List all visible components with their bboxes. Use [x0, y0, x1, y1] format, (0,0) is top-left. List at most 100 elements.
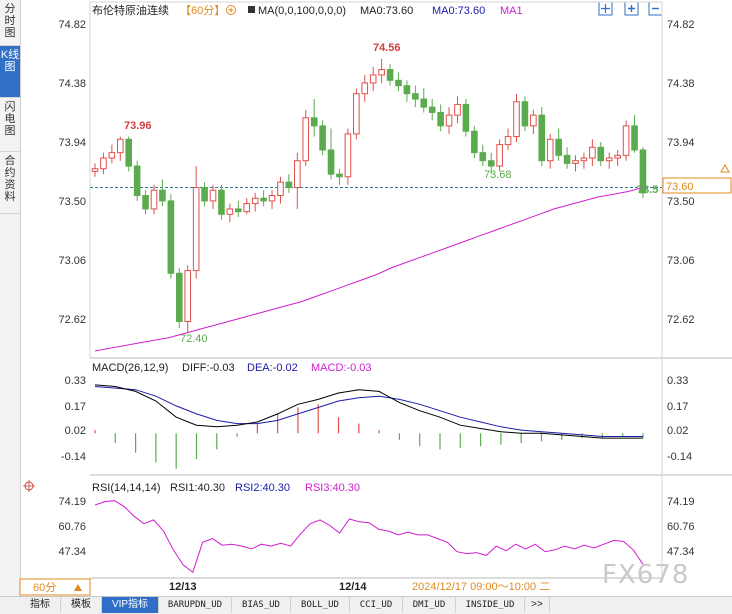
- macd-diff-label: DIFF:-0.03: [182, 362, 235, 374]
- ref-mid-label: 73.68: [484, 169, 512, 181]
- time-label-1214: 12/14: [339, 581, 367, 593]
- tab-contract-info[interactable]: 合约资料: [0, 152, 20, 214]
- expand-icon[interactable]: [226, 5, 236, 15]
- candle-body: [412, 93, 419, 100]
- target-icon[interactable]: [23, 480, 35, 492]
- candle-body: [639, 149, 647, 194]
- candle-body: [176, 272, 183, 323]
- period-selector[interactable]: 60分: [19, 578, 91, 596]
- macd-tick-right-2: 0.02: [667, 425, 688, 437]
- macd-title: MACD(26,12,9): [92, 362, 168, 374]
- candle-body: [108, 152, 116, 159]
- candle-body: [437, 111, 444, 127]
- candle-body: [462, 103, 470, 132]
- tab-vip-label: VIP指标: [111, 599, 149, 610]
- candle-body: [572, 160, 579, 164]
- period-selector-text: 60分: [33, 581, 56, 594]
- price-tick-left-5: 72.62: [58, 314, 86, 326]
- tab-cci-label: CCI_UD: [359, 600, 393, 610]
- tab-inside-label: INSIDE_UD: [465, 600, 515, 610]
- tab-indicator[interactable]: 指标: [20, 597, 61, 613]
- tab-flash[interactable]: 闪电图: [0, 98, 20, 152]
- macd-diff-line: [94, 384, 643, 439]
- tab-bias[interactable]: BIAS_UD: [232, 597, 291, 613]
- tab-bias-label: BIAS_UD: [242, 600, 280, 610]
- ma1-line: [94, 187, 644, 352]
- candle-body: [546, 138, 554, 162]
- macd-dea-label: DEA:-0.02: [247, 362, 298, 374]
- period-label: 【60分】: [180, 4, 225, 17]
- candle-body: [580, 157, 588, 162]
- move-icon[interactable]: [598, 1, 613, 16]
- rsi-tick-left-0: 74.19: [58, 496, 86, 508]
- price-tick-right-5: 72.62: [667, 314, 695, 326]
- tab-dmi-label: DMI_UD: [412, 600, 446, 610]
- crosshair-time: 2024/12/17 09:00～10:00 二: [412, 581, 550, 593]
- warning-icon[interactable]: [720, 163, 730, 173]
- time-label-1213: 12/13: [169, 581, 197, 593]
- tab-template[interactable]: 模板: [61, 597, 102, 613]
- high-label: 74.56: [373, 42, 401, 54]
- candle-body: [125, 138, 133, 167]
- candle-body: [302, 117, 310, 162]
- candle-body: [142, 195, 149, 210]
- ma0-value-a: MA0:73.60: [360, 5, 413, 17]
- candle-body: [395, 79, 402, 87]
- tab-timeshare[interactable]: 分时图: [0, 0, 20, 46]
- candle-body: [563, 154, 571, 164]
- macd-dea-line: [94, 386, 643, 437]
- candle-body: [243, 203, 251, 213]
- tab-kline[interactable]: K线图: [0, 46, 20, 98]
- candle-body: [310, 117, 318, 127]
- candle-body: [479, 152, 487, 162]
- rsi-line: [94, 500, 644, 574]
- zoom-out-icon[interactable]: [648, 1, 663, 16]
- candle-body: [336, 173, 343, 178]
- candle-body: [201, 187, 208, 202]
- candle-body: [378, 69, 385, 76]
- macd-tick-right-3: -0.14: [667, 451, 692, 463]
- macd-tick-right-0: 0.33: [667, 375, 688, 387]
- candle-body: [344, 133, 352, 178]
- macd-tick-left-3: -0.14: [61, 451, 86, 463]
- price-tick-right-0: 74.82: [667, 19, 695, 31]
- candle-body: [353, 93, 360, 135]
- tab-inside[interactable]: INSIDE_UD: [456, 597, 525, 613]
- candle-body: [496, 144, 503, 167]
- candle-body: [184, 270, 192, 322]
- tab-vip-indicator[interactable]: VIP指标: [102, 597, 159, 613]
- candle-body: [471, 130, 478, 154]
- candle-body: [235, 208, 242, 213]
- price-tick-left-3: 73.50: [58, 196, 86, 208]
- candle-body: [327, 149, 335, 175]
- tab-more[interactable]: >>: [525, 597, 550, 613]
- tab-boll-label: BOLL_UD: [301, 600, 339, 610]
- candle-body: [521, 101, 529, 127]
- rsi2-label: RSI2:40.30: [235, 482, 290, 494]
- candle-body: [319, 125, 326, 151]
- zoom-in-icon[interactable]: [624, 1, 639, 16]
- rsi3-label: RSI3:40.30: [305, 482, 360, 494]
- tab-boll[interactable]: BOLL_UD: [291, 597, 350, 613]
- price-tick-left-1: 74.38: [58, 78, 86, 90]
- candle-body: [597, 146, 605, 162]
- candle-body: [386, 69, 394, 81]
- tab-dmi[interactable]: DMI_UD: [403, 597, 456, 613]
- tab-barupdn[interactable]: BARUPDN_UD: [159, 597, 232, 613]
- candle-body: [487, 160, 495, 167]
- tab-cci[interactable]: CCI_UD: [350, 597, 403, 613]
- ref-price-tag: 73.60: [662, 177, 732, 194]
- candle-body: [420, 98, 428, 108]
- macd-tick-left-1: 0.17: [65, 401, 86, 413]
- candle-body: [192, 187, 200, 272]
- price-tick-left-4: 73.06: [58, 255, 86, 267]
- tab-barupdn-label: BARUPDN_UD: [167, 600, 223, 610]
- price-tick-left-2: 73.94: [58, 137, 86, 149]
- candle-body: [167, 200, 175, 274]
- candle-body: [513, 101, 520, 138]
- chart-area[interactable]: 布伦特原油连续 【60分】 MA(0,0,100,0,0,0) MA0:73.6…: [0, 0, 732, 596]
- rsi-tick-left-1: 60.76: [58, 521, 86, 533]
- candle-body: [369, 74, 377, 84]
- fx678-logo: FX678: [602, 560, 690, 590]
- period-caret-icon: [74, 584, 82, 591]
